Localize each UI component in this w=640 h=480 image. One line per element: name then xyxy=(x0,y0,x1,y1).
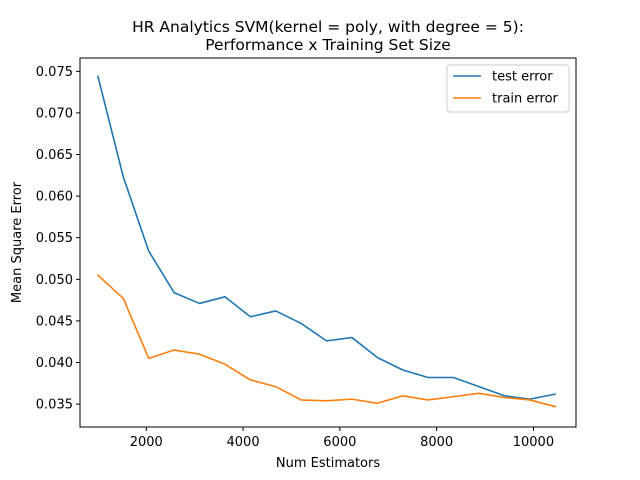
series-lines xyxy=(96,75,557,408)
y-tick-label: 0.060 xyxy=(36,190,73,205)
y-axis-label: Mean Square Error xyxy=(10,181,25,303)
series-line-1 xyxy=(96,274,557,408)
chart-subtitle: Performance x Training Set Size xyxy=(205,36,451,54)
y-tick-label: 0.035 xyxy=(36,398,73,413)
y-tick-label: 0.070 xyxy=(36,106,73,121)
x-tick-label: 2000 xyxy=(130,435,163,450)
legend-label-1: train error xyxy=(492,92,559,107)
y-tick-label: 0.075 xyxy=(36,65,73,80)
x-axis-label: Num Estimators xyxy=(276,456,380,471)
x-axis-ticks: 2000 4000 6000 8000 10000 xyxy=(130,427,554,450)
y-tick-label: 0.050 xyxy=(36,273,73,288)
y-axis-ticks: 0.035 0.040 0.045 0.050 0.055 0.060 0.065 0.070… xyxy=(36,65,80,413)
x-tick-label: 6000 xyxy=(323,435,356,450)
x-tick-label: 8000 xyxy=(420,435,453,450)
x-tick-label: 4000 xyxy=(227,435,260,450)
series-line-0 xyxy=(96,75,557,400)
plot-frame xyxy=(79,57,577,428)
y-tick-label: 0.045 xyxy=(36,314,73,329)
y-tick-label: 0.065 xyxy=(36,148,73,163)
legend: test error train error xyxy=(446,64,570,113)
y-tick-label: 0.055 xyxy=(36,231,73,246)
y-tick-label: 0.040 xyxy=(36,356,73,371)
x-tick-label: 10000 xyxy=(513,435,554,450)
legend-label-0: test error xyxy=(492,70,553,85)
chart-title: HR Analytics SVM(kernel = poly, with deg… xyxy=(132,18,524,36)
